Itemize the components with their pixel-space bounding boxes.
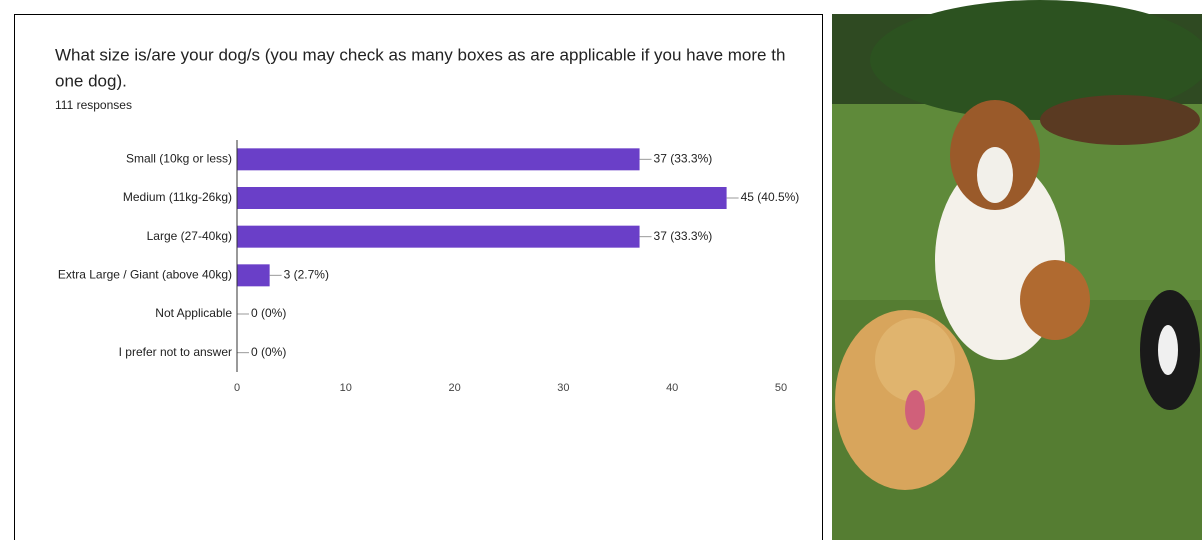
data-label: 37 (33.3%) [654, 229, 713, 243]
bar [237, 264, 270, 287]
y-tick-label: Small (10kg or less) [126, 152, 232, 166]
y-tick-label: Not Applicable [155, 306, 232, 320]
chart-panel [14, 14, 823, 545]
x-tick-label: 10 [340, 382, 352, 394]
data-label: 0 (0%) [251, 306, 286, 320]
y-tick-label: Large (27-40kg) [147, 229, 232, 243]
chart-title: What size is/are your dog/s (you may che… [55, 45, 785, 64]
x-tick-label: 20 [448, 382, 460, 394]
x-tick-label: 40 [666, 382, 678, 394]
x-tick-label: 30 [557, 382, 569, 394]
data-label: 37 (33.3%) [654, 152, 713, 166]
dog-photo [832, 0, 1202, 540]
chart-subtitle: 111 responses [55, 98, 132, 112]
bar [237, 225, 640, 248]
bar [237, 148, 640, 171]
bar [237, 187, 727, 209]
chart-title: one dog). [55, 71, 127, 90]
data-label: 45 (40.5%) [741, 190, 800, 204]
y-tick-label: I prefer not to answer [119, 345, 232, 359]
title-clip [815, 15, 822, 540]
data-label: 3 (2.7%) [284, 268, 329, 282]
x-tick-label: 50 [775, 382, 787, 394]
y-tick-label: Extra Large / Giant (above 40kg) [58, 268, 232, 282]
x-tick-label: 0 [234, 382, 240, 394]
y-tick-label: Medium (11kg-26kg) [123, 190, 232, 204]
data-label: 0 (0%) [251, 345, 286, 359]
